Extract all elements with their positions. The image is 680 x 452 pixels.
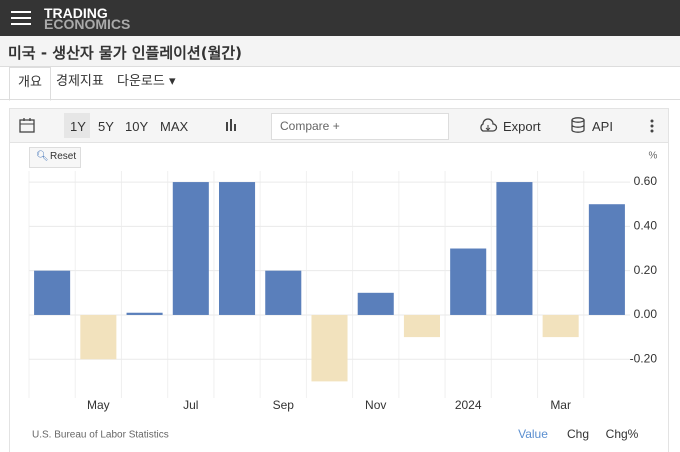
logo-line[interactable]: TRADING bbox=[44, 5, 108, 21]
x-tick-label: Sep bbox=[273, 398, 295, 412]
chart-panel bbox=[9, 108, 669, 452]
y-axis-unit: % bbox=[649, 151, 658, 162]
divider bbox=[0, 99, 680, 100]
x-tick-label: Jul bbox=[183, 398, 198, 412]
export-button[interactable]: Export bbox=[503, 119, 541, 134]
range-selected bbox=[64, 113, 90, 138]
bar bbox=[588, 204, 625, 315]
compare-placeholder: Compare + bbox=[280, 119, 340, 133]
bar bbox=[126, 312, 163, 315]
mode-button[interactable]: Value bbox=[518, 427, 548, 441]
range-button[interactable]: 10Y bbox=[125, 119, 149, 134]
mode-button[interactable]: Chg% bbox=[606, 427, 639, 441]
tab[interactable]: 경제지표 bbox=[56, 74, 104, 89]
header: TRADING ECONOMICS bbox=[0, 0, 680, 36]
tab[interactable]: 다운로드 ▾ bbox=[117, 74, 176, 89]
bar bbox=[172, 182, 209, 315]
api-button[interactable]: API bbox=[592, 119, 613, 134]
reset-button[interactable]: 🔍︎ Reset bbox=[29, 147, 81, 168]
tab-label: 다운로드 bbox=[117, 74, 165, 89]
y-tick-label: -0.20 bbox=[630, 351, 658, 365]
x-tick-label: Nov bbox=[365, 398, 386, 412]
bar bbox=[311, 314, 348, 382]
bar bbox=[219, 182, 256, 315]
mode-button[interactable]: Chg bbox=[567, 427, 589, 441]
bar bbox=[542, 314, 579, 338]
y-tick-label: 0.40 bbox=[634, 219, 658, 233]
menu-icon[interactable] bbox=[11, 10, 31, 26]
chart-type-icon[interactable] bbox=[225, 118, 239, 132]
x-tick-label: 2024 bbox=[455, 398, 482, 412]
page-title: 미국 - 생산자 물가 인플레이션(월간) bbox=[8, 44, 243, 62]
range-button[interactable]: 5Y bbox=[98, 119, 114, 134]
calendar-icon[interactable] bbox=[19, 117, 35, 133]
export-icon[interactable] bbox=[478, 118, 498, 134]
y-tick-label: 0.00 bbox=[634, 307, 658, 321]
source: U.S. Bureau of Labor Statistics bbox=[32, 430, 169, 441]
y-tick-label: 0.20 bbox=[634, 263, 658, 277]
reset-label: Reset bbox=[50, 151, 77, 162]
title-bar: 미국 - 생산자 물가 인플레이션(월간) bbox=[0, 36, 680, 67]
y-tick-label: 0.60 bbox=[634, 174, 658, 188]
bar bbox=[80, 314, 117, 360]
bar bbox=[265, 270, 302, 315]
x-tick-label: Mar bbox=[550, 398, 571, 412]
bar bbox=[496, 182, 533, 315]
api-icon[interactable] bbox=[571, 117, 585, 133]
x-tick-label: May bbox=[87, 398, 110, 412]
bar bbox=[403, 314, 440, 338]
bar bbox=[34, 270, 71, 315]
bar bbox=[357, 292, 394, 315]
bar bbox=[450, 248, 487, 315]
compare-input[interactable]: Compare + bbox=[271, 113, 449, 140]
tab[interactable]: 개요 bbox=[9, 67, 51, 101]
more-icon[interactable] bbox=[649, 119, 655, 133]
range-button[interactable]: MAX bbox=[160, 119, 189, 134]
range-button[interactable]: 1Y bbox=[70, 119, 86, 134]
logo-line[interactable]: ECONOMICS bbox=[44, 16, 131, 32]
